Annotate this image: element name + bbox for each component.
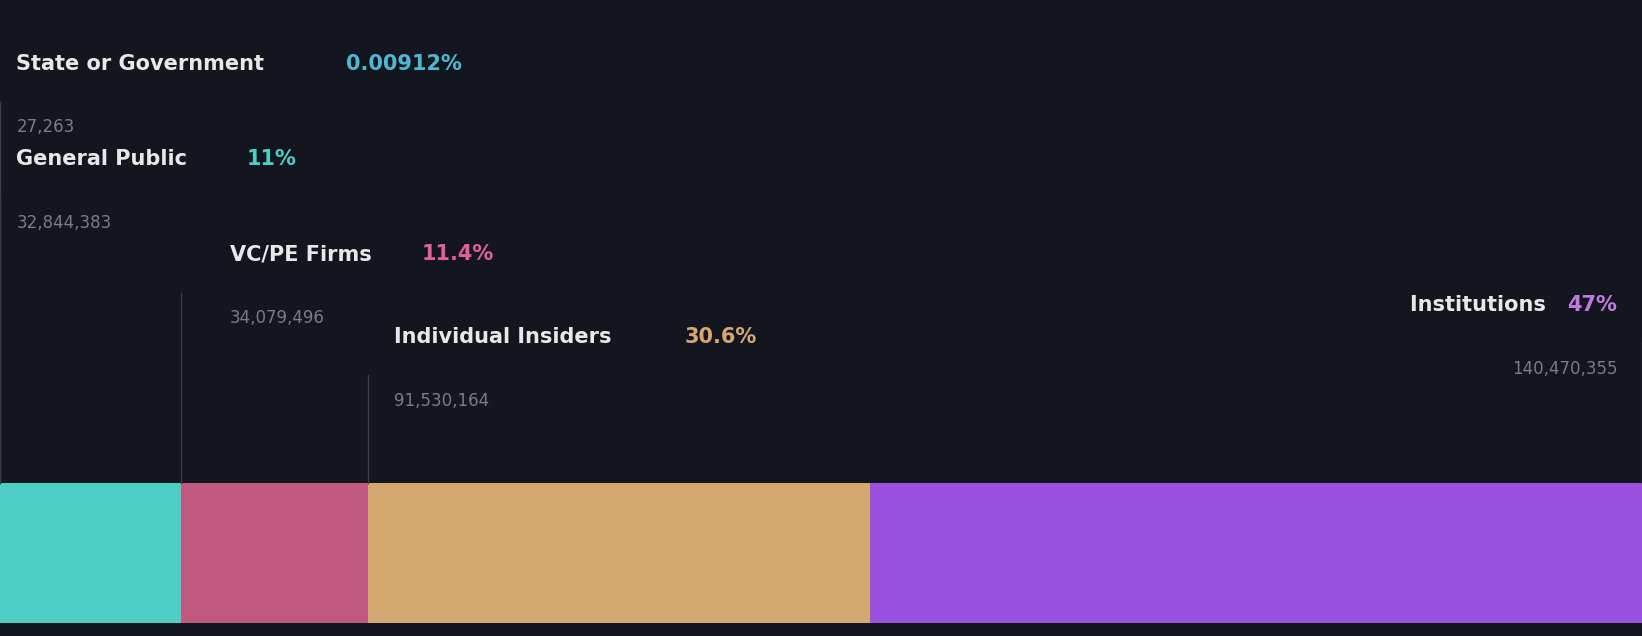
Bar [368, 483, 870, 623]
Text: Institutions: Institutions [1410, 295, 1553, 315]
Text: 11%: 11% [246, 149, 296, 169]
Text: VC/PE Firms: VC/PE Firms [230, 244, 379, 265]
Text: Individual Insiders: Individual Insiders [394, 327, 619, 347]
Text: 27,263: 27,263 [16, 118, 74, 136]
Bar [0, 483, 181, 623]
Text: 47%: 47% [1568, 295, 1617, 315]
Text: 11.4%: 11.4% [422, 244, 494, 265]
Text: 0.00912%: 0.00912% [346, 53, 461, 74]
Text: State or Government: State or Government [16, 53, 271, 74]
Bar [870, 483, 1642, 623]
Text: 32,844,383: 32,844,383 [16, 214, 112, 232]
Text: 30.6%: 30.6% [685, 327, 757, 347]
Text: 34,079,496: 34,079,496 [230, 309, 325, 327]
Bar [181, 483, 368, 623]
Text: 91,530,164: 91,530,164 [394, 392, 489, 410]
Text: General Public: General Public [16, 149, 195, 169]
Text: 140,470,355: 140,470,355 [1512, 360, 1617, 378]
